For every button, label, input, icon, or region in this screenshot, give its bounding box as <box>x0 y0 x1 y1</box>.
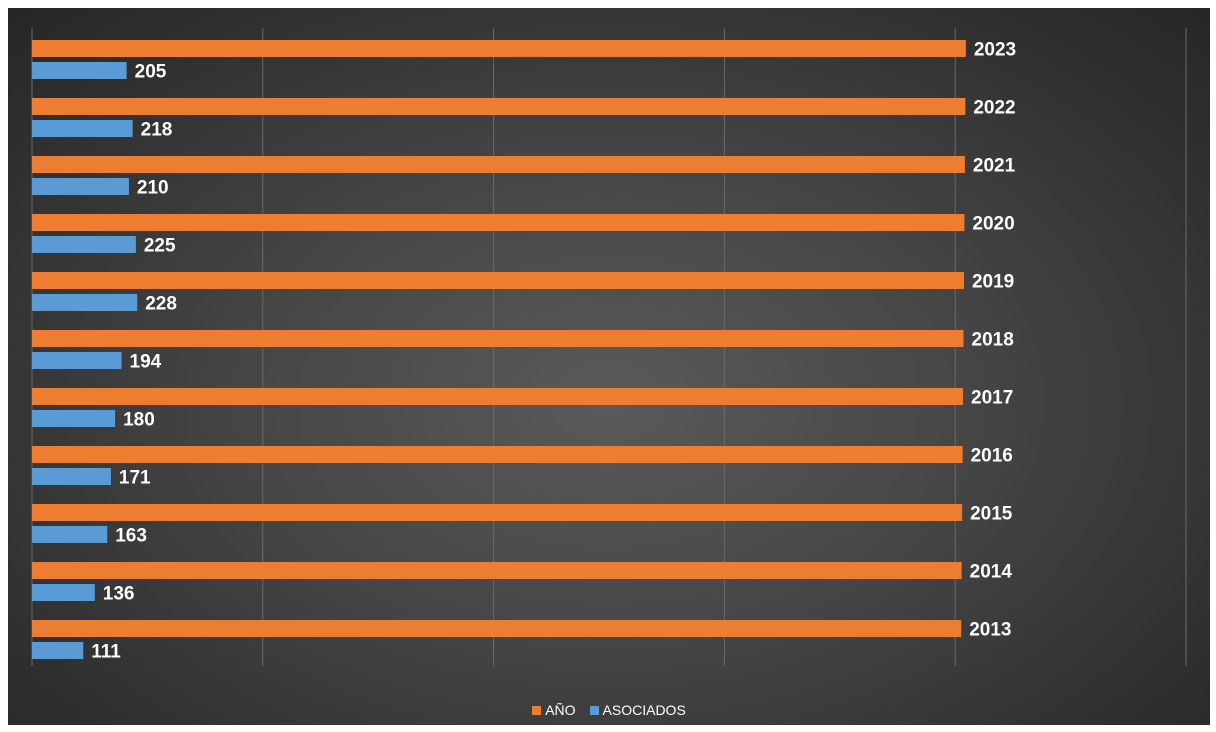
bar-asociados-2022 <box>32 120 133 137</box>
data-label-ano-2013: 2013 <box>969 620 1011 641</box>
category-group-2015: 2015 163 <box>32 504 1013 547</box>
bar-ano-2015 <box>32 504 963 521</box>
data-label-asociados-2019: 228 <box>145 294 177 315</box>
category-group-2021: 2021 210 <box>32 156 1016 199</box>
bar-ano-2016 <box>32 446 963 463</box>
category-group-2022: 2022 218 <box>32 98 1016 141</box>
bar-ano-2013 <box>32 620 962 637</box>
data-label-ano-2023: 2023 <box>974 40 1016 61</box>
bar-chart: 2023 205 2022 218 2021 210 2020 225 2019 228 2018 1… <box>31 28 1187 666</box>
data-label-ano-2022: 2022 <box>973 98 1015 119</box>
bar-asociados-2019 <box>32 294 138 311</box>
bar-ano-2017 <box>32 388 964 405</box>
data-label-asociados-2017: 180 <box>123 410 155 431</box>
bar-ano-2019 <box>32 272 964 289</box>
bar-asociados-2020 <box>32 236 136 253</box>
bar-ano-2018 <box>32 330 964 347</box>
bar-ano-2023 <box>32 40 966 57</box>
bar-ano-2014 <box>32 562 962 579</box>
data-label-asociados-2013: 111 <box>91 642 121 663</box>
data-label-ano-2014: 2014 <box>970 562 1013 583</box>
category-group-2018: 2018 194 <box>32 330 1014 373</box>
data-label-asociados-2021: 210 <box>137 178 169 199</box>
category-group-2023: 2023 205 <box>32 40 1016 83</box>
legend: AÑO ASOCIADOS <box>8 702 1210 718</box>
data-label-ano-2015: 2015 <box>970 504 1013 525</box>
bar-asociados-2014 <box>32 584 95 601</box>
legend-swatch-asociados <box>589 705 599 715</box>
data-label-asociados-2023: 205 <box>135 62 167 83</box>
category-group-2017: 2017 180 <box>32 388 1013 431</box>
bar-asociados-2015 <box>32 526 108 543</box>
bar-asociados-2016 <box>32 468 111 485</box>
bar-asociados-2017 <box>32 410 116 427</box>
legend-swatch-ano <box>532 705 542 715</box>
bar-asociados-2018 <box>32 352 122 369</box>
legend-item-ano: AÑO <box>532 702 576 718</box>
category-group-2019: 2019 228 <box>32 272 1014 315</box>
data-label-ano-2018: 2018 <box>972 330 1014 351</box>
bar-ano-2022 <box>32 98 966 115</box>
legend-label-asociados: ASOCIADOS <box>602 702 686 718</box>
data-label-asociados-2020: 225 <box>144 236 176 257</box>
bar-asociados-2021 <box>32 178 129 195</box>
bar-ano-2021 <box>32 156 965 173</box>
data-label-ano-2017: 2017 <box>971 388 1013 409</box>
category-group-2016: 2016 171 <box>32 446 1013 489</box>
data-label-asociados-2014: 136 <box>103 584 135 605</box>
data-label-ano-2021: 2021 <box>973 156 1016 177</box>
bar-asociados-2023 <box>32 62 127 79</box>
data-label-ano-2019: 2019 <box>972 272 1014 293</box>
data-label-asociados-2015: 163 <box>115 526 147 547</box>
data-label-asociados-2018: 194 <box>130 352 162 373</box>
data-label-asociados-2022: 218 <box>141 120 173 141</box>
data-label-ano-2016: 2016 <box>971 446 1013 467</box>
legend-label-ano: AÑO <box>545 702 576 718</box>
bar-ano-2020 <box>32 214 965 231</box>
category-group-2014: 2014 136 <box>32 562 1012 605</box>
data-label-ano-2020: 2020 <box>972 214 1014 235</box>
data-label-asociados-2016: 171 <box>119 468 151 489</box>
chart-area: 2023 205 2022 218 2021 210 2020 225 2019 228 2018 1… <box>8 8 1210 725</box>
bar-asociados-2013 <box>32 642 84 659</box>
legend-item-asociados: ASOCIADOS <box>589 702 686 718</box>
category-group-2013: 2013 111 <box>32 620 1011 663</box>
category-group-2020: 2020 225 <box>32 214 1015 257</box>
